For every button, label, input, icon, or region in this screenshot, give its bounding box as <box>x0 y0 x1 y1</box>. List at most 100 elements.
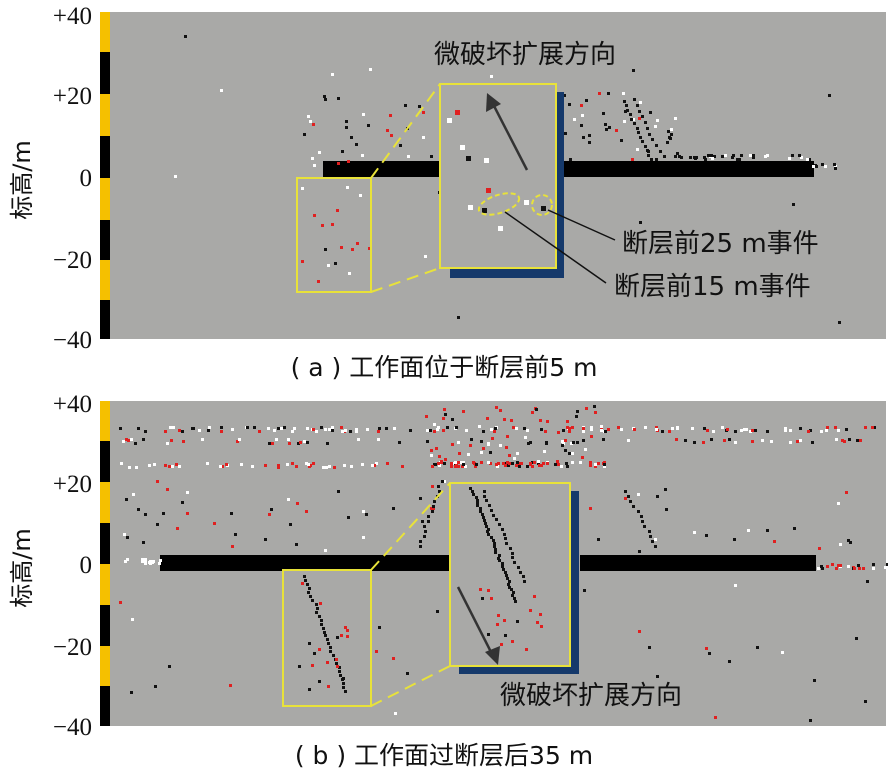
event-marker <box>656 119 659 122</box>
event-marker <box>125 498 128 501</box>
event-marker <box>866 580 869 583</box>
event-marker <box>564 132 567 135</box>
event-marker <box>511 594 514 597</box>
event-marker <box>454 461 457 464</box>
event-marker <box>264 538 267 541</box>
event-marker <box>142 541 145 544</box>
event-marker <box>784 427 787 430</box>
event-marker <box>373 464 376 467</box>
event-marker <box>796 440 799 443</box>
event-marker <box>510 588 513 591</box>
event-marker <box>527 442 530 445</box>
event-marker <box>313 164 316 167</box>
event-marker <box>186 512 189 515</box>
event-marker <box>320 619 323 622</box>
event-marker <box>756 646 759 649</box>
event-marker <box>504 464 507 467</box>
event-marker <box>503 418 506 421</box>
event-marker <box>365 513 368 516</box>
event-marker <box>329 650 332 653</box>
event-marker <box>253 426 256 429</box>
panel-b-ytick-m40: −40 <box>53 714 92 741</box>
event-marker <box>134 442 137 445</box>
event-marker <box>426 429 429 432</box>
event-marker <box>751 429 754 432</box>
event-marker <box>419 497 422 500</box>
event-marker <box>499 409 502 412</box>
panel-a-ellipse-25m <box>531 194 553 216</box>
event-marker <box>582 427 585 430</box>
event-marker <box>344 690 347 693</box>
event-marker <box>240 463 243 466</box>
event-marker <box>502 568 505 571</box>
event-marker <box>489 462 492 465</box>
event-marker <box>811 441 814 444</box>
event-marker <box>654 125 657 128</box>
event-marker <box>724 154 727 157</box>
event-marker <box>501 528 504 531</box>
event-marker <box>296 502 299 505</box>
event-marker <box>710 438 713 441</box>
event-marker <box>487 528 490 531</box>
event-marker <box>462 461 465 464</box>
event-marker <box>144 562 147 565</box>
event-marker <box>487 443 490 446</box>
event-marker <box>632 505 635 508</box>
event-marker <box>338 666 341 669</box>
event-marker <box>304 579 307 582</box>
event-marker <box>333 466 336 469</box>
event-marker <box>743 428 746 431</box>
event-marker <box>490 536 493 539</box>
event-marker <box>277 464 280 467</box>
event-marker <box>371 464 374 467</box>
event-marker <box>316 607 319 610</box>
event-marker <box>651 138 654 141</box>
event-marker <box>158 562 161 565</box>
event-marker <box>331 73 334 76</box>
event-marker <box>476 504 479 507</box>
event-marker <box>307 463 310 466</box>
event-marker <box>820 565 823 568</box>
event-marker <box>362 536 365 539</box>
event-marker <box>602 112 605 115</box>
event-marker <box>843 440 846 443</box>
event-marker <box>457 441 460 444</box>
event-marker <box>432 507 435 510</box>
event-marker <box>702 441 705 444</box>
panel-a-connector-top <box>370 83 441 179</box>
event-marker <box>174 175 177 178</box>
event-marker <box>404 104 407 107</box>
event-marker <box>460 145 465 150</box>
event-marker <box>557 431 560 434</box>
event-marker <box>560 465 563 468</box>
event-marker <box>566 420 569 423</box>
event-marker <box>475 496 478 499</box>
event-marker <box>450 462 453 465</box>
event-marker <box>648 133 651 136</box>
event-marker <box>178 429 181 432</box>
event-marker <box>469 487 472 490</box>
event-marker <box>442 417 445 420</box>
event-marker <box>639 221 642 224</box>
event-marker <box>340 634 343 637</box>
event-marker <box>640 515 643 518</box>
event-marker <box>301 260 304 263</box>
event-marker <box>238 438 241 441</box>
event-marker <box>497 462 500 465</box>
event-marker <box>297 442 300 445</box>
event-marker <box>378 427 381 430</box>
event-marker <box>849 541 852 544</box>
event-marker <box>141 558 144 561</box>
event-marker <box>311 599 314 602</box>
event-marker <box>307 591 310 594</box>
event-marker <box>492 514 495 517</box>
event-marker <box>515 464 518 467</box>
event-marker <box>789 441 792 444</box>
event-marker <box>826 426 829 429</box>
panel-a-ellipse-15m <box>477 192 521 216</box>
event-marker <box>268 513 271 516</box>
event-marker <box>423 525 426 528</box>
event-marker <box>497 614 500 617</box>
event-marker <box>490 597 493 600</box>
event-marker <box>323 95 326 98</box>
